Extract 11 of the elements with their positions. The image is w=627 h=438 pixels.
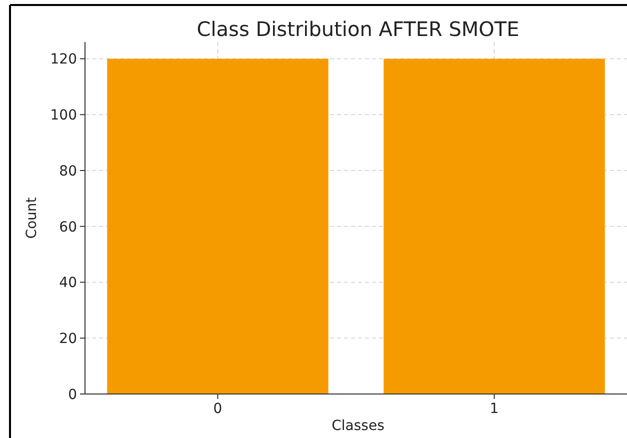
y-tick-label: 60 xyxy=(59,219,77,236)
y-tick-label: 80 xyxy=(59,163,77,180)
chart-title: Class Distribution AFTER SMOTE xyxy=(196,17,520,41)
x-tick-label: 1 xyxy=(490,401,499,417)
y-tick-label: 0 xyxy=(68,386,77,403)
x-axis-title: Classes xyxy=(332,418,384,434)
y-axis-title: Count xyxy=(24,196,40,239)
y-tick-label: 20 xyxy=(59,331,77,348)
y-tick-label: 100 xyxy=(50,108,77,124)
y-tick-label: 40 xyxy=(59,275,77,292)
y-tick-label: 120 xyxy=(50,52,77,68)
